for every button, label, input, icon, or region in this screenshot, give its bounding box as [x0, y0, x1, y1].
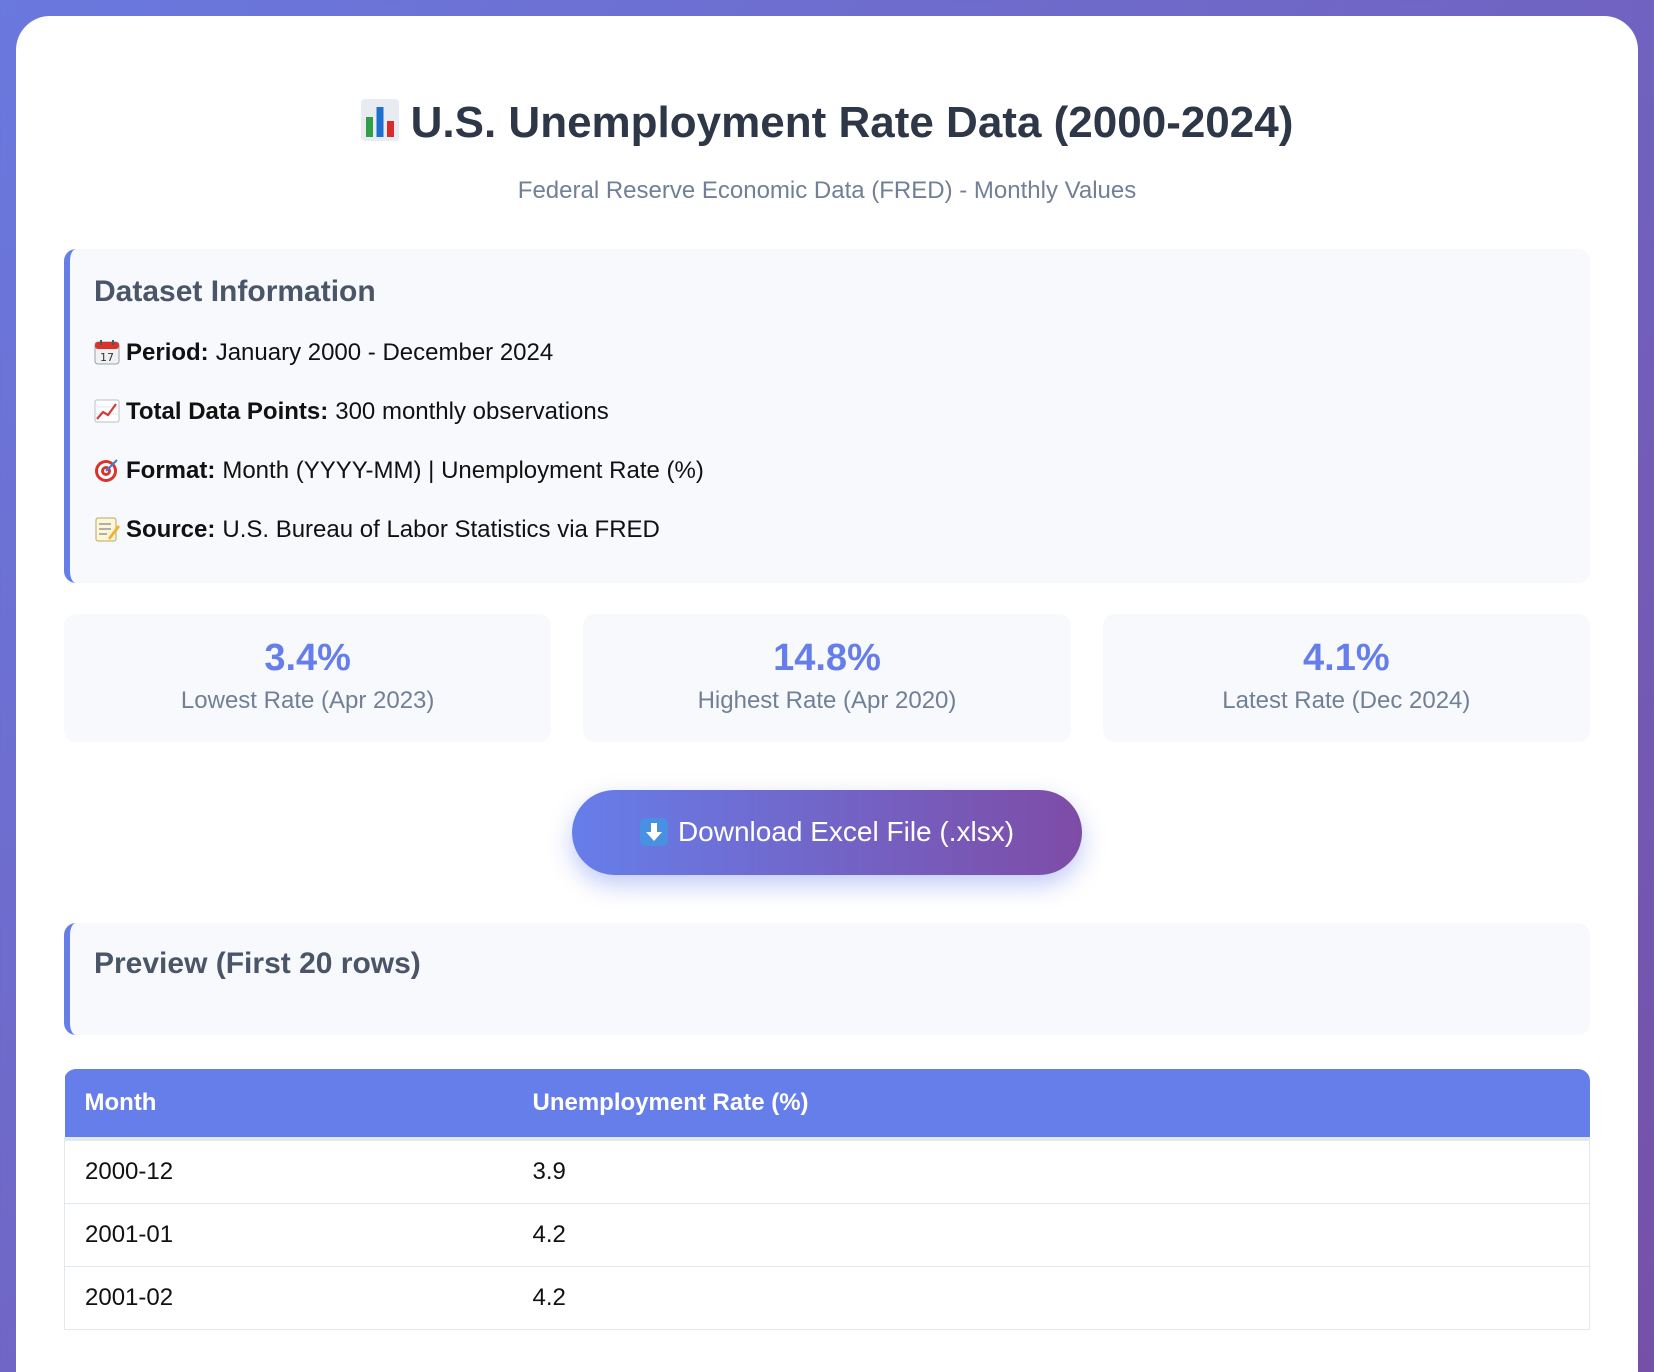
stat-highest-rate: 14.8% Highest Rate (Apr 2020) — [583, 613, 1071, 742]
stat-label: Latest Rate (Dec 2024) — [1222, 687, 1471, 715]
dataset-info-heading: Dataset Information — [94, 274, 376, 308]
stat-label: Highest Rate (Apr 2020) — [697, 687, 957, 715]
page-title: U.S. Unemployment Rate Data (2000-2024) — [64, 16, 1590, 149]
bar-chart-icon — [360, 99, 399, 141]
info-format-value: Month (YYYY-MM) | Unemployment Rate (%) — [222, 456, 704, 484]
info-format-label: Format: — [126, 456, 216, 484]
download-section: Download Excel File (.xlsx) — [64, 789, 1590, 875]
table-row: 2001-01 4.2 — [64, 1203, 1590, 1267]
stat-lowest-rate: 3.4% Lowest Rate (Apr 2023) — [64, 613, 552, 742]
cell-month: 2001-02 — [64, 1266, 513, 1330]
cell-month: 2000-12 — [64, 1138, 513, 1204]
info-format: Format: Month (YYYY-MM) | Unemployment R… — [94, 457, 1566, 484]
info-period: 17 Period: January 2000 - December 2024 — [94, 339, 1566, 366]
table-header-row: Month Unemployment Rate (%) — [64, 1068, 1590, 1141]
stat-latest-rate: 4.1% Latest Rate (Dec 2024) — [1102, 613, 1590, 742]
dataset-info-list: 17 Period: January 2000 - December 2024 … — [94, 339, 1566, 543]
table-row: 2001-02 4.2 — [64, 1266, 1590, 1330]
svg-text:17: 17 — [100, 351, 114, 364]
info-total-points: Total Data Points: 300 monthly observati… — [94, 398, 1566, 425]
down-arrow-icon — [639, 818, 668, 847]
stat-value: 3.4% — [264, 636, 351, 679]
stat-value: 14.8% — [773, 636, 881, 679]
download-excel-button[interactable]: Download Excel File (.xlsx) — [572, 789, 1082, 875]
cell-rate: 4.2 — [512, 1266, 1590, 1330]
download-button-label: Download Excel File (.xlsx) — [677, 816, 1015, 848]
cell-rate: 4.2 — [512, 1203, 1590, 1267]
info-total-points-value: 300 monthly observations — [335, 397, 609, 425]
page-subtitle: Federal Reserve Economic Data (FRED) - M… — [517, 176, 1137, 204]
cell-rate: 3.9 — [512, 1138, 1590, 1204]
info-period-value: January 2000 - December 2024 — [215, 338, 554, 366]
chart-increasing-icon — [94, 399, 120, 423]
page-title-text: U.S. Unemployment Rate Data (2000-2024) — [410, 98, 1294, 147]
info-source-value: U.S. Bureau of Labor Statistics via FRED — [222, 515, 660, 543]
info-period-label: Period: — [126, 338, 209, 366]
info-source: Source: U.S. Bureau of Labor Statistics … — [94, 516, 1566, 543]
target-icon — [95, 459, 118, 483]
stat-value: 4.1% — [1303, 636, 1390, 679]
info-source-label: Source: — [126, 515, 216, 543]
data-table-container: Month Unemployment Rate (%) 2000-12 3.9 … — [64, 1068, 1590, 1330]
dataset-info-panel: Dataset Information 17 Period: January 2… — [64, 248, 1590, 583]
column-header-rate: Unemployment Rate (%) — [512, 1068, 1590, 1141]
data-table: Month Unemployment Rate (%) 2000-12 3.9 … — [64, 1068, 1590, 1330]
cell-month: 2001-01 — [64, 1203, 513, 1267]
preview-heading: Preview (First 20 rows) — [94, 946, 421, 980]
stats-row: 3.4% Lowest Rate (Apr 2023) 14.8% Highes… — [64, 613, 1590, 742]
main-card: U.S. Unemployment Rate Data (2000-2024) … — [16, 16, 1638, 1372]
calendar-icon: 17 — [94, 340, 120, 365]
memo-icon — [95, 517, 120, 542]
preview-panel: Preview (First 20 rows) — [64, 922, 1590, 1035]
stat-label: Lowest Rate (Apr 2023) — [180, 687, 435, 715]
info-total-points-label: Total Data Points: — [126, 397, 329, 425]
column-header-month: Month — [64, 1068, 513, 1141]
table-row: 2000-12 3.9 — [64, 1138, 1590, 1204]
